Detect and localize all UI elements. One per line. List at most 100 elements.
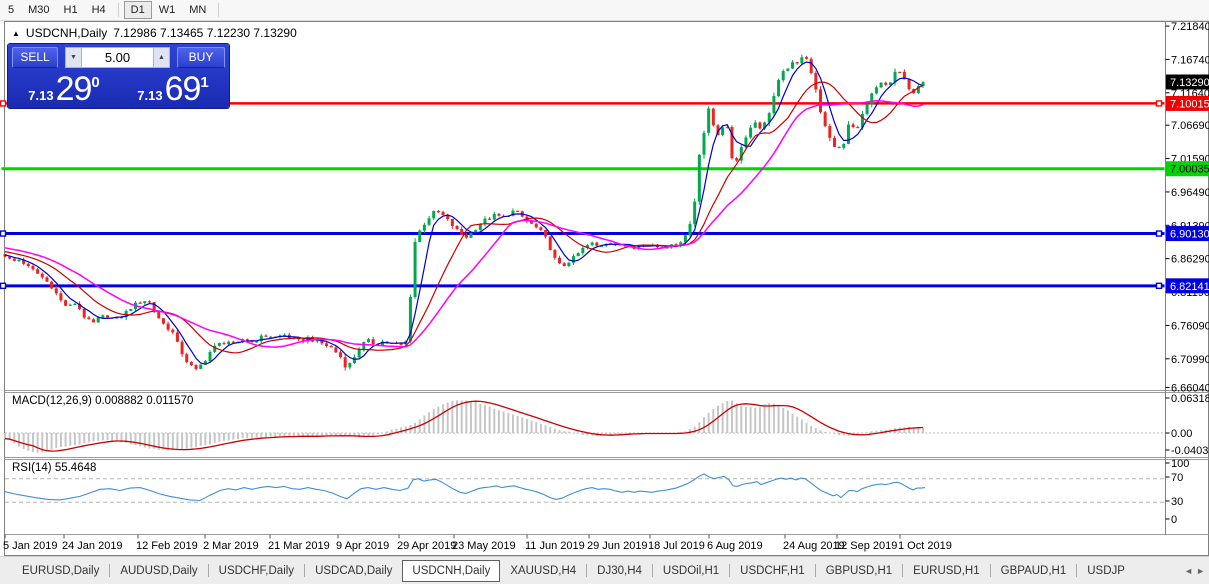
timeframe-button-d1[interactable]: D1 (123, 1, 152, 19)
buy-price-point: 1 (200, 73, 209, 91)
chart-tab-eurusd-daily[interactable]: EURUSD,Daily (22, 564, 100, 577)
ma-fast-line (4, 61, 924, 365)
price-label-level-line (1166, 161, 1209, 177)
macd-tick-label: 0.00 (1171, 428, 1192, 440)
date-axis: 5 Jan 2019 24 Jan 2019 12 Feb 2019 2 Mar 20… (3, 534, 952, 552)
timeframe-button-h1[interactable]: H1 (63, 4, 78, 16)
svg-text:6.82141: 6.82141 (1170, 281, 1209, 293)
timeframe-button-mn[interactable]: MN (189, 4, 207, 16)
date-axis-label: 29 Jun 2019 (587, 540, 648, 552)
sell-price-point: 0 (91, 73, 100, 91)
one-click-trading-panel: SELL ▼ 5.00 ▲ BUY 7.13 29 0 7.13 69 1 (8, 44, 229, 108)
chart-tab-xauusd-h4[interactable]: XAUUSD,H4 (510, 564, 577, 577)
tab-separator (207, 564, 209, 577)
price-tick-label: 6.76090 (1171, 320, 1209, 332)
tabs-scroll-right-icon[interactable]: ► (1196, 565, 1205, 576)
sell-button[interactable]: SELL (12, 47, 58, 68)
hline-handle (1155, 282, 1163, 290)
buy-price-quote[interactable]: 7.13 69 1 (121, 69, 225, 108)
date-axis-label: 12 Sep 2019 (835, 540, 897, 552)
timeframe-button-5[interactable]: 5 (8, 4, 15, 16)
macd-signal-line (4, 400, 924, 452)
buy-button[interactable]: BUY (177, 47, 225, 68)
price-tick-label: 6.86290 (1171, 254, 1209, 266)
date-axis-label: 21 Mar 2019 (268, 540, 330, 552)
svg-text:7.00035: 7.00035 (1170, 164, 1209, 176)
hline-handle (1155, 230, 1163, 237)
macd-tick-label: 0.063184 (1171, 393, 1209, 405)
chart-tab-gbpaud-h1[interactable]: GBPAUD,H1 (1000, 564, 1067, 577)
tab-separator (304, 564, 306, 577)
hline-handle (0, 100, 7, 107)
date-axis-label: 29 Apr 2019 (397, 540, 456, 552)
chart-title: ▲ USDCNH,Daily 7.12986 7.13465 7.12230 7… (12, 26, 297, 40)
sell-price-quote[interactable]: 7.13 29 0 (12, 71, 116, 106)
tab-separator (814, 564, 816, 577)
chart-symbol-label: USDCNH,Daily (25, 26, 108, 40)
candlestick-plot[interactable] (3, 54, 925, 371)
tab-separator (729, 564, 731, 577)
price-tick-label: 6.70990 (1171, 354, 1209, 366)
price-label-support-line (1166, 278, 1209, 294)
volume-input[interactable]: 5.00 (82, 47, 153, 68)
chart-tab-gbpusd-h1[interactable]: GBPUSD,H1 (825, 564, 893, 577)
tabs-scroll-buttons: ◄ ► (1178, 557, 1209, 584)
chart-tab-usdchf-h1[interactable]: USDCHF,H1 (740, 564, 805, 577)
tab-separator (109, 564, 111, 577)
date-axis-label: 1 Oct 2019 (898, 540, 952, 552)
price-label-support-line (1166, 226, 1209, 242)
svg-text:6.90130: 6.90130 (1170, 229, 1209, 241)
date-axis-label: 24 Aug 2019 (783, 540, 845, 552)
tabs-scroll-left-icon[interactable]: ◄ (1184, 565, 1194, 576)
date-axis-label: 24 Jan 2019 (62, 540, 123, 552)
date-axis-label: 18 Jul 2019 (648, 540, 705, 552)
ma-slow-line (4, 100, 924, 348)
rsi-tick-label: 100 (1171, 458, 1189, 470)
chart-tab-usdcnh-daily[interactable]: USDCNH,Daily (402, 559, 501, 582)
tab-separator (989, 564, 991, 577)
hline-handle (1155, 100, 1163, 107)
timeframe-button-m30[interactable]: M30 (28, 4, 50, 16)
toolbar-separator (117, 3, 119, 17)
chart-tabs-bar: EURUSD,Daily AUDUSD,Daily USDCHF,Daily USDC… (0, 556, 1209, 584)
chart-tab-usdcad-daily[interactable]: USDCAD,Daily (315, 564, 393, 577)
macd-tick-label: -0.040355 (1171, 445, 1209, 457)
price-tick-label: 7.16740 (1171, 54, 1209, 66)
chart-tab-usdjp[interactable]: USDJP (1087, 564, 1125, 577)
collapse-triangle-icon[interactable]: ▲ (12, 28, 20, 38)
date-axis-label: 5 Jan 2019 (3, 540, 57, 552)
date-axis-label: 12 Feb 2019 (136, 540, 198, 552)
volume-decrease-button[interactable]: ▼ (65, 47, 82, 68)
price-tick-label: 6.66040 (1171, 383, 1209, 395)
price-tick-label: 7.21840 (1171, 21, 1209, 33)
price-tick-label: 6.96490 (1171, 187, 1209, 199)
timeframe-button-w1[interactable]: W1 (158, 4, 176, 16)
timeframe-toolbar: 5 M30 H1 H4 D1 W1 MN (0, 0, 1209, 21)
buy-price-big-digits: 69 (164, 69, 202, 108)
svg-text:7.13290: 7.13290 (1170, 77, 1209, 89)
tab-separator (651, 564, 653, 577)
tab-separator (586, 564, 588, 577)
chart-tab-eurusd-h1[interactable]: EURUSD,H1 (913, 564, 980, 577)
timeframe-button-h4[interactable]: H4 (91, 4, 106, 16)
date-axis-label: 23 May 2019 (452, 540, 516, 552)
date-axis-label: 9 Apr 2019 (336, 540, 389, 552)
macd-plot[interactable] (4, 400, 1165, 453)
chart-tab-usdoil-h1[interactable]: USDOil,H1 (662, 564, 720, 577)
rsi-tick-label: 30 (1171, 496, 1183, 508)
price-tick-label: 7.06690 (1171, 120, 1209, 132)
svg-text:7.10015: 7.10015 (1170, 98, 1209, 110)
chart-tab-audusd-daily[interactable]: AUDUSD,Daily (120, 564, 198, 577)
rsi-plot[interactable] (4, 473, 1165, 503)
price-label-resistance-line (1166, 95, 1209, 111)
chart-tab-usdchf-daily[interactable]: USDCHF,Daily (218, 564, 295, 577)
chart-tab-dj30-h4[interactable]: DJ30,H4 (597, 564, 642, 577)
hline-handle (0, 282, 7, 290)
tab-separator (1076, 564, 1078, 577)
buy-price-prefix: 7.13 (137, 87, 163, 103)
price-label-last-price (1166, 74, 1209, 90)
rsi-line (4, 473, 926, 502)
rsi-indicator-label: RSI(14) 55.4648 (12, 462, 97, 474)
volume-increase-button[interactable]: ▲ (153, 47, 170, 68)
